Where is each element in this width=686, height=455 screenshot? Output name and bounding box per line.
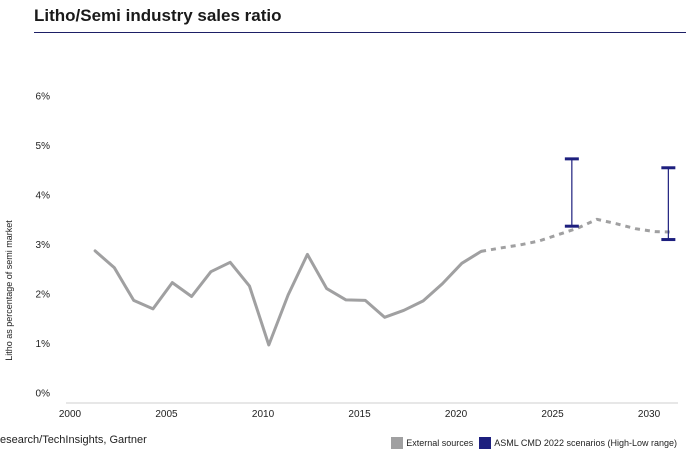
y-tick-label: 4% bbox=[36, 191, 51, 202]
legend-label-asml: ASML CMD 2022 scenarios (High-Low range) bbox=[494, 438, 677, 448]
y-tick-label: 0% bbox=[36, 389, 51, 400]
y-tick-label: 1% bbox=[36, 339, 51, 350]
y-axis-label: Litho as percentage of semi market bbox=[4, 220, 14, 361]
x-tick-label: 2030 bbox=[638, 409, 661, 420]
x-tick-label: 2000 bbox=[59, 409, 82, 420]
source-note: esearch/TechInsights, Gartner bbox=[0, 434, 147, 446]
series-line-0 bbox=[93, 249, 483, 347]
x-tick-label: 2025 bbox=[541, 409, 564, 420]
y-tick-label: 5% bbox=[36, 141, 51, 152]
y-tick-label: 6% bbox=[36, 92, 51, 103]
y-tick-label: 2% bbox=[36, 290, 51, 301]
series-line-1 bbox=[480, 217, 675, 253]
legend-item-external: External sources bbox=[391, 437, 473, 449]
legend-item-asml: ASML CMD 2022 scenarios (High-Low range) bbox=[479, 437, 677, 449]
chart-title: Litho/Semi industry sales ratio bbox=[34, 6, 282, 25]
chart-legend: External sources ASML CMD 2022 scenarios… bbox=[385, 437, 677, 449]
y-tick-label: 3% bbox=[36, 240, 51, 251]
x-tick-label: 2020 bbox=[445, 409, 468, 420]
x-tick-label: 2015 bbox=[348, 409, 371, 420]
legend-label-external: External sources bbox=[406, 438, 474, 448]
x-tick-label: 2010 bbox=[252, 409, 275, 420]
legend-swatch-asml bbox=[479, 437, 492, 449]
title-divider bbox=[34, 32, 686, 33]
x-tick-label: 2005 bbox=[155, 409, 178, 420]
legend-swatch-external bbox=[391, 437, 404, 449]
